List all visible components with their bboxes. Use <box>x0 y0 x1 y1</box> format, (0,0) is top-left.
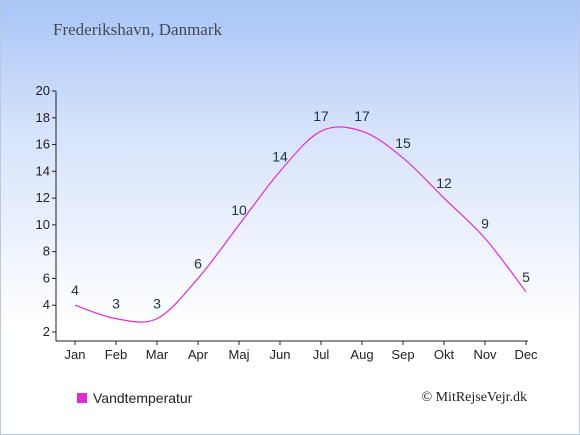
data-label: 12 <box>436 175 452 191</box>
data-point <box>197 277 199 279</box>
y-tick-label: 14 <box>36 163 50 178</box>
x-tick-label: Feb <box>105 347 127 362</box>
x-tick-label: Okt <box>434 347 455 362</box>
y-tick-label: 10 <box>36 217 50 232</box>
data-label: 14 <box>272 148 288 164</box>
data-label: 4 <box>71 282 79 298</box>
y-tick-label: 12 <box>36 190 50 205</box>
data-point <box>402 157 404 159</box>
data-point <box>74 304 76 306</box>
data-label: 6 <box>194 255 202 271</box>
x-tick-label: Jan <box>65 347 86 362</box>
data-point <box>484 237 486 239</box>
data-point <box>279 170 281 172</box>
data-label: 17 <box>354 108 370 124</box>
x-tick-label: Nov <box>473 347 497 362</box>
data-point <box>361 130 363 132</box>
data-point <box>320 130 322 132</box>
y-tick-label: 18 <box>36 110 50 125</box>
chart-title: Frederikshavn, Danmark <box>53 20 223 39</box>
data-point <box>443 197 445 199</box>
y-tick-label: 6 <box>43 270 50 285</box>
copyright-text: © MitRejseVejr.dk <box>421 390 527 405</box>
y-tick-label: 2 <box>43 324 50 339</box>
x-tick-label: Mar <box>146 347 169 362</box>
data-point <box>115 318 117 320</box>
data-label: 9 <box>481 215 489 231</box>
x-tick-label: Apr <box>188 347 209 362</box>
data-point <box>525 291 527 293</box>
legend: Vandtemperatur <box>77 390 192 406</box>
data-point <box>238 224 240 226</box>
data-label: 10 <box>231 202 247 218</box>
series-line <box>74 126 527 323</box>
x-tick-label: Aug <box>350 347 373 362</box>
y-tick-label: 8 <box>43 244 50 259</box>
y-tick-label: 20 <box>36 83 50 98</box>
y-tick-label: 16 <box>36 137 50 152</box>
x-tick-label: Maj <box>229 347 250 362</box>
x-tick-label: Jul <box>313 347 330 362</box>
legend-swatch <box>77 393 87 403</box>
legend-label: Vandtemperatur <box>93 390 193 406</box>
x-tick-label: Sep <box>391 347 414 362</box>
x-tick-label: Jun <box>270 347 291 362</box>
y-tick-label: 4 <box>43 297 50 312</box>
data-label: 15 <box>395 135 411 151</box>
data-point <box>156 318 158 320</box>
data-label: 3 <box>153 296 161 312</box>
data-label: 5 <box>522 269 530 285</box>
data-label: 17 <box>313 108 329 124</box>
data-label: 3 <box>112 296 120 312</box>
x-tick-label: Dec <box>514 347 538 362</box>
